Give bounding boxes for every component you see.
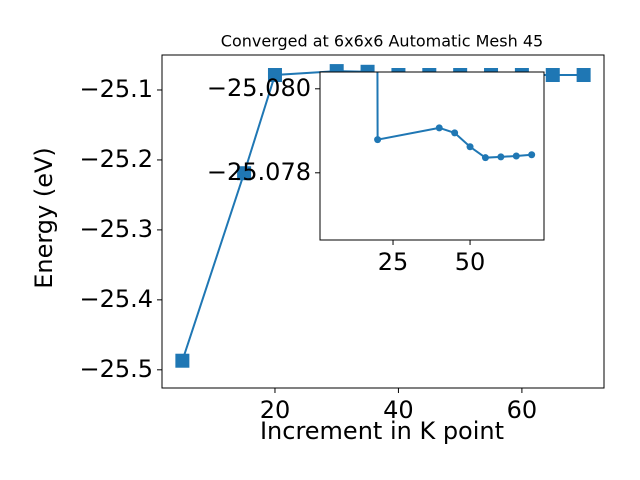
y-tick-label: −25.2 xyxy=(79,145,153,173)
marker xyxy=(175,353,190,368)
marker xyxy=(267,68,282,83)
x-tick-label: 25 xyxy=(378,248,409,276)
series xyxy=(374,72,536,162)
y-tick-label: −25.078 xyxy=(207,158,311,186)
x-tick-label: 50 xyxy=(455,248,486,276)
y-tick-label: −25.080 xyxy=(207,74,311,102)
x-tick-label: 40 xyxy=(383,396,414,424)
marker xyxy=(481,154,489,162)
marker xyxy=(528,151,536,159)
x-axis-label: Increment in K point xyxy=(260,417,504,445)
marker xyxy=(512,152,520,160)
marker xyxy=(576,68,591,83)
marker xyxy=(466,143,474,151)
marker xyxy=(374,136,382,144)
marker xyxy=(435,124,443,132)
y-tick-label: −25.5 xyxy=(79,355,153,383)
y-tick-label: −25.1 xyxy=(79,75,153,103)
axes-frame xyxy=(161,54,605,389)
chart-title: Converged at 6x6x6 Automatic Mesh 45 xyxy=(221,32,543,51)
marker xyxy=(497,153,505,161)
y-tick-label: −25.3 xyxy=(79,215,153,243)
y-axis-label: Energy (eV) xyxy=(30,147,58,289)
axes-frame xyxy=(319,71,545,241)
y-tick-label: −25.4 xyxy=(79,285,153,313)
marker xyxy=(545,68,560,83)
marker xyxy=(237,166,252,181)
x-tick-label: 20 xyxy=(260,396,291,424)
line xyxy=(376,72,532,159)
marker xyxy=(451,129,459,137)
x-tick-label: 60 xyxy=(507,396,538,424)
